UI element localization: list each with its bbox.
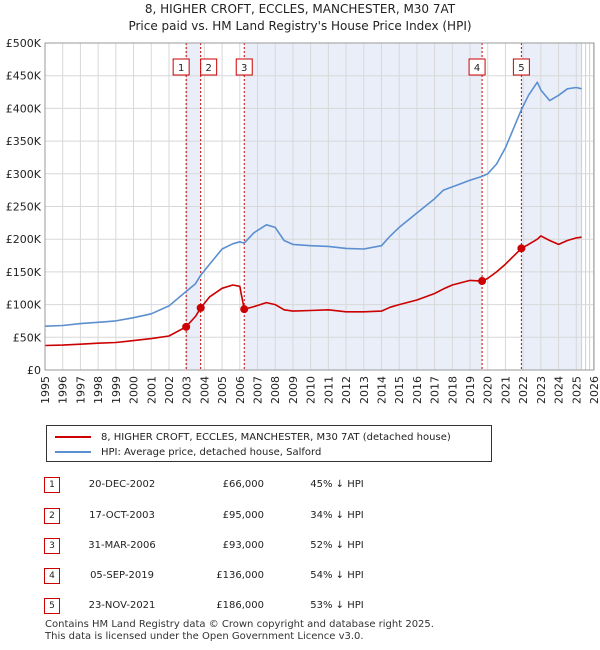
price-chart: £0 £50K £100K £150K £200K £250K £300K £350K £400… bbox=[6, 37, 600, 404]
x-tick-label: 1996 bbox=[57, 376, 70, 404]
property-price-line bbox=[44, 235, 582, 347]
x-tick-label: 2006 bbox=[234, 376, 247, 404]
x-tick-label: 2024 bbox=[553, 376, 566, 404]
y-tick-label: £50K bbox=[13, 331, 42, 344]
table-row: 4 05-SEP-2019 £136,000 54% ↓ HPI bbox=[0, 566, 600, 586]
row-price: £93,000 bbox=[222, 540, 264, 551]
x-tick-label: 2014 bbox=[375, 376, 388, 404]
legend-label-hpi: HPI: Average price, detached house, Salf… bbox=[101, 446, 322, 458]
row-date: 23-NOV-2021 bbox=[88, 600, 156, 611]
x-tick-label: 1998 bbox=[92, 376, 105, 404]
legend-swatch-property bbox=[55, 436, 91, 438]
x-tick-label: 1999 bbox=[110, 376, 123, 404]
x-tick-label: 1995 bbox=[39, 376, 52, 404]
transaction-number-label: 2 bbox=[205, 63, 211, 74]
x-tick-label: 2021 bbox=[499, 376, 512, 404]
row-number-badge: 1 bbox=[44, 477, 60, 493]
x-tick-label: 2003 bbox=[181, 376, 194, 404]
transaction-number-label: 5 bbox=[518, 63, 524, 74]
hpi-line bbox=[44, 81, 582, 327]
x-tick-label: 2016 bbox=[411, 376, 424, 404]
row-date: 17-OCT-2003 bbox=[89, 510, 155, 521]
legend-label-property: 8, HIGHER CROFT, ECCLES, MANCHESTER, M30… bbox=[101, 431, 451, 443]
row-hpi-relation: 53% ↓ HPI bbox=[310, 600, 364, 611]
row-hpi-relation: 54% ↓ HPI bbox=[310, 570, 364, 581]
transaction-number-box bbox=[512, 58, 530, 76]
transaction-point bbox=[240, 305, 249, 314]
transaction-number-label: 3 bbox=[241, 63, 247, 74]
transaction-point bbox=[478, 277, 487, 286]
x-tick-label: 2007 bbox=[252, 376, 265, 404]
row-number-badge: 3 bbox=[44, 538, 60, 554]
x-tick-label: 2020 bbox=[482, 376, 495, 404]
row-number-badge: 5 bbox=[44, 598, 60, 614]
table-row: 5 23-NOV-2021 £186,000 53% ↓ HPI bbox=[0, 596, 600, 616]
x-tick-label: 2005 bbox=[216, 376, 229, 404]
y-tick-label: £250K bbox=[6, 201, 42, 214]
y-tick-label: £150K bbox=[6, 266, 42, 279]
transaction-number-box bbox=[200, 58, 218, 76]
row-price: £136,000 bbox=[216, 570, 264, 581]
x-tick-label: 2004 bbox=[198, 376, 211, 404]
row-date: 05-SEP-2019 bbox=[90, 570, 154, 581]
x-tick-label: 2025 bbox=[570, 376, 583, 404]
plot-frame bbox=[44, 42, 595, 371]
table-row: 3 31-MAR-2006 £93,000 52% ↓ HPI bbox=[0, 536, 600, 556]
x-tick-label: 2000 bbox=[128, 376, 141, 404]
legend-item-property: 8, HIGHER CROFT, ECCLES, MANCHESTER, M30… bbox=[55, 430, 451, 444]
table-row: 2 17-OCT-2003 £95,000 34% ↓ HPI bbox=[0, 506, 600, 526]
x-tick-label: 2011 bbox=[322, 376, 335, 404]
transaction-point bbox=[182, 322, 191, 331]
x-tick-label: 2008 bbox=[269, 376, 282, 404]
transaction-number-box bbox=[172, 58, 190, 76]
y-tick-label: £300K bbox=[6, 168, 42, 181]
x-tick-label: 2010 bbox=[305, 376, 318, 404]
legend-item-hpi: HPI: Average price, detached house, Salf… bbox=[55, 445, 321, 459]
y-tick-label: £450K bbox=[6, 70, 42, 83]
row-hpi-relation: 52% ↓ HPI bbox=[310, 540, 364, 551]
transaction-number-label: 4 bbox=[474, 63, 480, 74]
y-tick-label: £500K bbox=[6, 37, 42, 50]
row-price: £95,000 bbox=[222, 510, 264, 521]
legend: 8, HIGHER CROFT, ECCLES, MANCHESTER, M30… bbox=[46, 425, 492, 462]
x-tick-label: 2026 bbox=[588, 376, 600, 404]
row-number-badge: 2 bbox=[44, 508, 60, 524]
y-tick-label: £0 bbox=[27, 364, 41, 377]
row-price: £66,000 bbox=[222, 479, 264, 490]
x-tick-label: 2018 bbox=[446, 376, 459, 404]
transaction-number-label: 1 bbox=[178, 63, 184, 74]
transaction-number-box bbox=[235, 58, 253, 76]
footer-attribution: Contains HM Land Registry data © Crown c… bbox=[45, 619, 434, 643]
row-hpi-relation: 45% ↓ HPI bbox=[310, 479, 364, 490]
chart-subtitle: Price paid vs. HM Land Registry's House … bbox=[128, 19, 472, 33]
y-tick-label: £200K bbox=[6, 233, 42, 246]
row-price: £186,000 bbox=[216, 600, 264, 611]
y-tick-label: £400K bbox=[6, 102, 42, 115]
x-tick-label: 1997 bbox=[74, 376, 87, 404]
transaction-number-box bbox=[468, 58, 486, 76]
x-tick-label: 2023 bbox=[535, 376, 548, 404]
x-tick-label: 2001 bbox=[145, 376, 158, 404]
x-tick-label: 2009 bbox=[287, 376, 300, 404]
row-number-badge: 4 bbox=[44, 568, 60, 584]
row-hpi-relation: 34% ↓ HPI bbox=[310, 510, 364, 521]
row-date: 31-MAR-2006 bbox=[88, 540, 156, 551]
chart-title: 8, HIGHER CROFT, ECCLES, MANCHESTER, M30… bbox=[144, 2, 456, 16]
row-date: 20-DEC-2002 bbox=[88, 479, 156, 490]
transaction-point bbox=[196, 303, 205, 312]
legend-swatch-hpi bbox=[55, 451, 91, 453]
x-tick-label: 2013 bbox=[358, 376, 371, 404]
footer-line-licence: This data is licensed under the Open Gov… bbox=[45, 631, 364, 642]
transaction-point bbox=[517, 244, 526, 253]
x-tick-label: 2002 bbox=[163, 376, 176, 404]
x-tick-label: 2017 bbox=[429, 376, 442, 404]
x-tick-label: 2019 bbox=[464, 376, 477, 404]
table-row: 1 20-DEC-2002 £66,000 45% ↓ HPI bbox=[0, 475, 600, 495]
footer-line-copyright: Contains HM Land Registry data © Crown c… bbox=[45, 619, 434, 630]
x-tick-label: 2012 bbox=[340, 376, 353, 404]
y-tick-label: £350K bbox=[6, 135, 42, 148]
x-tick-label: 2022 bbox=[517, 376, 530, 404]
y-tick-label: £100K bbox=[6, 299, 42, 312]
x-tick-label: 2015 bbox=[393, 376, 406, 404]
